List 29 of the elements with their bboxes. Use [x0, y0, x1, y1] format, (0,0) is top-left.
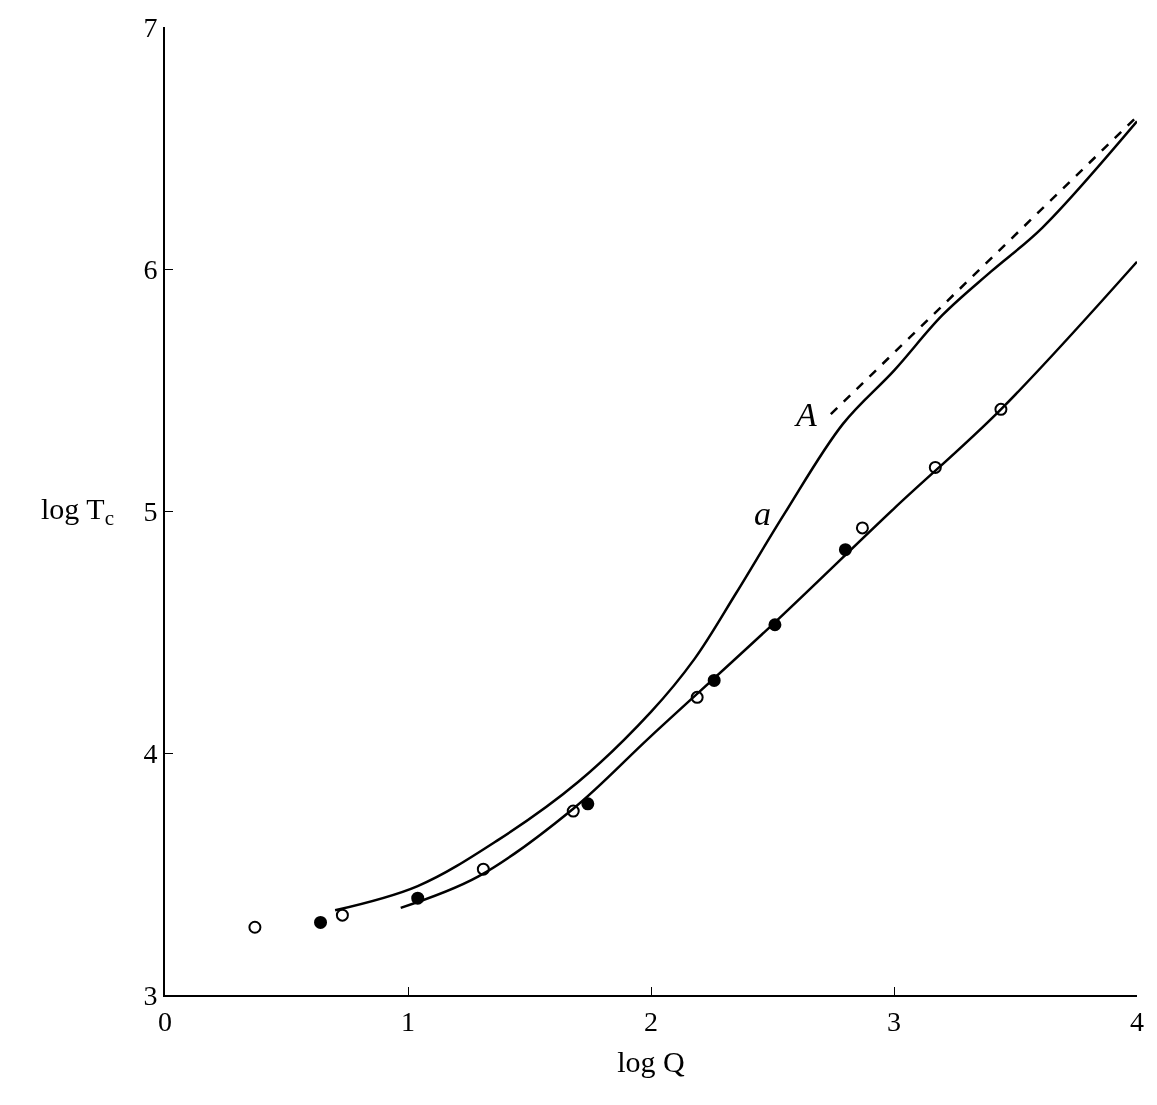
x-tick-label: 2: [644, 1005, 658, 1037]
line-series: [399, 260, 1137, 910]
x-tick-label: 3: [887, 1005, 901, 1037]
point: [690, 690, 704, 704]
y-axis-title: log T$_{c}$: [41, 492, 114, 531]
y-tick-label: 3: [143, 979, 158, 1011]
annotation: A: [794, 396, 817, 433]
point: [928, 460, 942, 474]
point: [566, 804, 580, 818]
point: [581, 797, 595, 811]
y-tick-label: 7: [143, 11, 158, 43]
point: [411, 891, 425, 905]
point: [314, 915, 328, 929]
x-tick-label: 1: [401, 1005, 415, 1037]
x-axis-title: log Q: [617, 1044, 686, 1078]
point: [768, 618, 782, 632]
point: [707, 673, 721, 687]
annotation: a: [754, 495, 771, 532]
y-tick-label: 4: [143, 737, 158, 769]
point: [248, 920, 262, 934]
y-tick-label: 6: [143, 253, 158, 285]
point: [855, 521, 869, 535]
point: [838, 543, 852, 557]
x-tick-label: 4: [1130, 1005, 1144, 1037]
x-tick-label: 0: [158, 1005, 172, 1037]
y-tick-label: 5: [143, 495, 158, 527]
point: [994, 402, 1008, 416]
point: [335, 908, 349, 922]
point: [476, 862, 490, 876]
